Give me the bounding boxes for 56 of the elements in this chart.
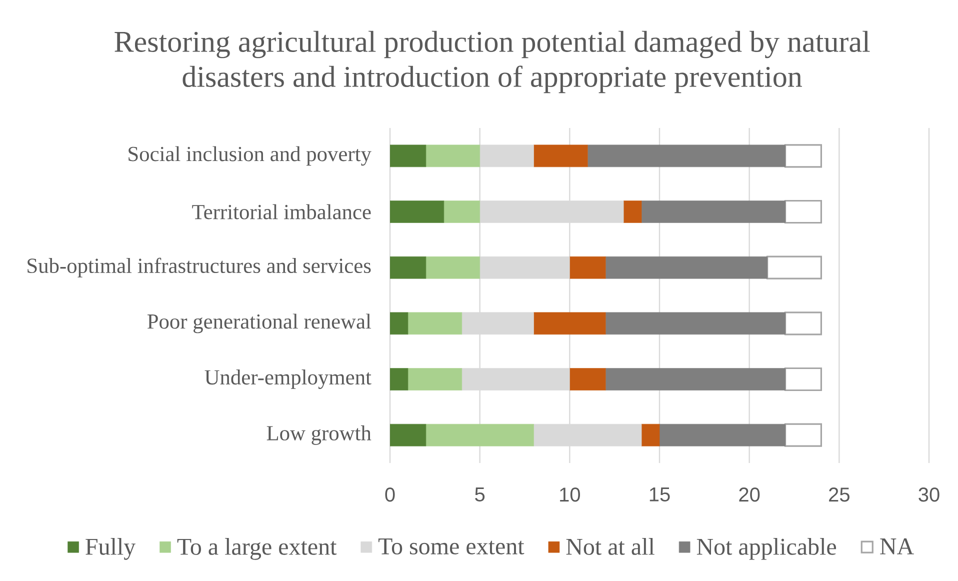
legend-label: Fully <box>86 538 136 560</box>
y-tick-label: Territorial imbalance <box>192 204 371 220</box>
y-tick-label: Social inclusion and poverty <box>128 146 372 166</box>
bar <box>766 256 822 280</box>
bar <box>426 424 534 446</box>
legend-label: To some extent <box>378 538 524 554</box>
x-tick-label: 5 <box>475 488 485 502</box>
x-tick-label: 0 <box>385 488 395 502</box>
bar <box>605 368 786 390</box>
y-tick-label: Sub-optimal infrastructures and services <box>28 258 371 278</box>
x-tick-label: 10 <box>560 488 580 502</box>
y-tick-label: Under-employment <box>204 370 372 389</box>
bar <box>480 144 534 168</box>
bar <box>570 256 606 279</box>
bar <box>784 144 822 168</box>
x-tick-label: 15 <box>650 488 670 502</box>
bar <box>390 368 408 390</box>
chart-title: Restoring agricultural production potential damaged by natural disasters and introduction of appropriate prevention <box>114 30 870 94</box>
bar <box>480 200 624 223</box>
x-tick-label: 30 <box>918 488 940 502</box>
bar <box>784 312 822 336</box>
bar <box>426 256 480 279</box>
bar <box>784 200 822 224</box>
bar <box>534 424 642 446</box>
bar <box>784 423 822 447</box>
bar <box>623 200 642 223</box>
bar <box>390 256 426 279</box>
bar <box>480 256 570 279</box>
bar <box>587 144 786 168</box>
bar <box>462 368 570 390</box>
bar <box>408 312 462 335</box>
legend-label: Not at all <box>566 538 654 555</box>
bar <box>444 200 480 223</box>
bar <box>390 144 426 168</box>
x-tick-label: 25 <box>829 488 850 502</box>
bar <box>390 424 426 446</box>
bar <box>426 144 480 168</box>
bar <box>390 312 408 335</box>
y-tick-label: Poor generational renewal <box>147 314 372 334</box>
bar <box>641 424 660 446</box>
bar <box>605 256 768 279</box>
bar <box>390 200 444 223</box>
bar <box>462 312 534 335</box>
bar <box>641 200 786 223</box>
bar <box>605 312 786 335</box>
bar <box>570 368 606 390</box>
bar <box>659 424 786 446</box>
legend-label: To a large extent <box>177 538 337 560</box>
bar <box>784 367 822 392</box>
y-tick-label: Low growth <box>266 425 372 445</box>
x-tick-label: 20 <box>739 488 760 502</box>
legend-label: NA <box>880 538 914 554</box>
bar <box>408 368 462 390</box>
bar <box>534 144 588 168</box>
bar <box>534 312 606 335</box>
legend-label: Not applicable <box>696 538 836 560</box>
